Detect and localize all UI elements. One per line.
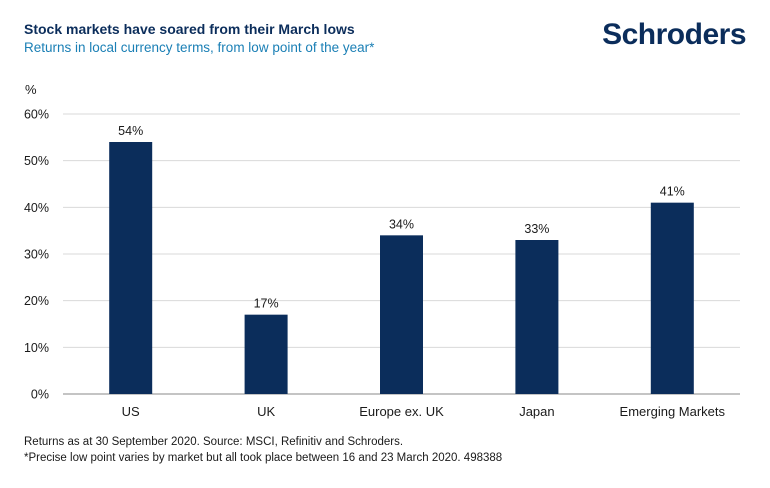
schroders-logo: Schroders [602,18,746,51]
data-label: 33% [524,222,549,236]
x-tick-label: Japan [519,404,554,419]
data-label: 34% [389,217,414,231]
y-tick-label: 30% [24,248,49,262]
y-tick-label: 40% [24,201,49,215]
x-tick-label: Emerging Markets [620,404,726,419]
bar [244,314,288,394]
bar [109,142,153,394]
data-label: 54% [118,124,143,138]
data-label: 41% [660,185,685,199]
y-tick-label: 10% [24,341,49,355]
data-label: 17% [254,297,279,311]
footnote-low-point: *Precise low point varies by market but … [24,452,503,464]
y-axis-unit-label: % [25,82,37,97]
chart-title: Stock markets have soared from their Mar… [24,21,355,37]
bar [515,240,559,394]
bar [380,235,423,394]
y-tick-label: 20% [24,294,49,308]
y-tick-label: 0% [31,388,49,402]
chart-subtitle: Returns in local currency terms, from lo… [24,40,375,55]
footnote-source: Returns as at 30 September 2020. Source:… [24,436,404,448]
y-tick-label: 60% [24,108,49,122]
x-tick-label: Europe ex. UK [359,404,444,419]
y-tick-label: 50% [24,154,49,168]
x-tick-label: US [122,404,140,419]
bar [650,202,694,394]
x-tick-label: UK [257,404,275,419]
